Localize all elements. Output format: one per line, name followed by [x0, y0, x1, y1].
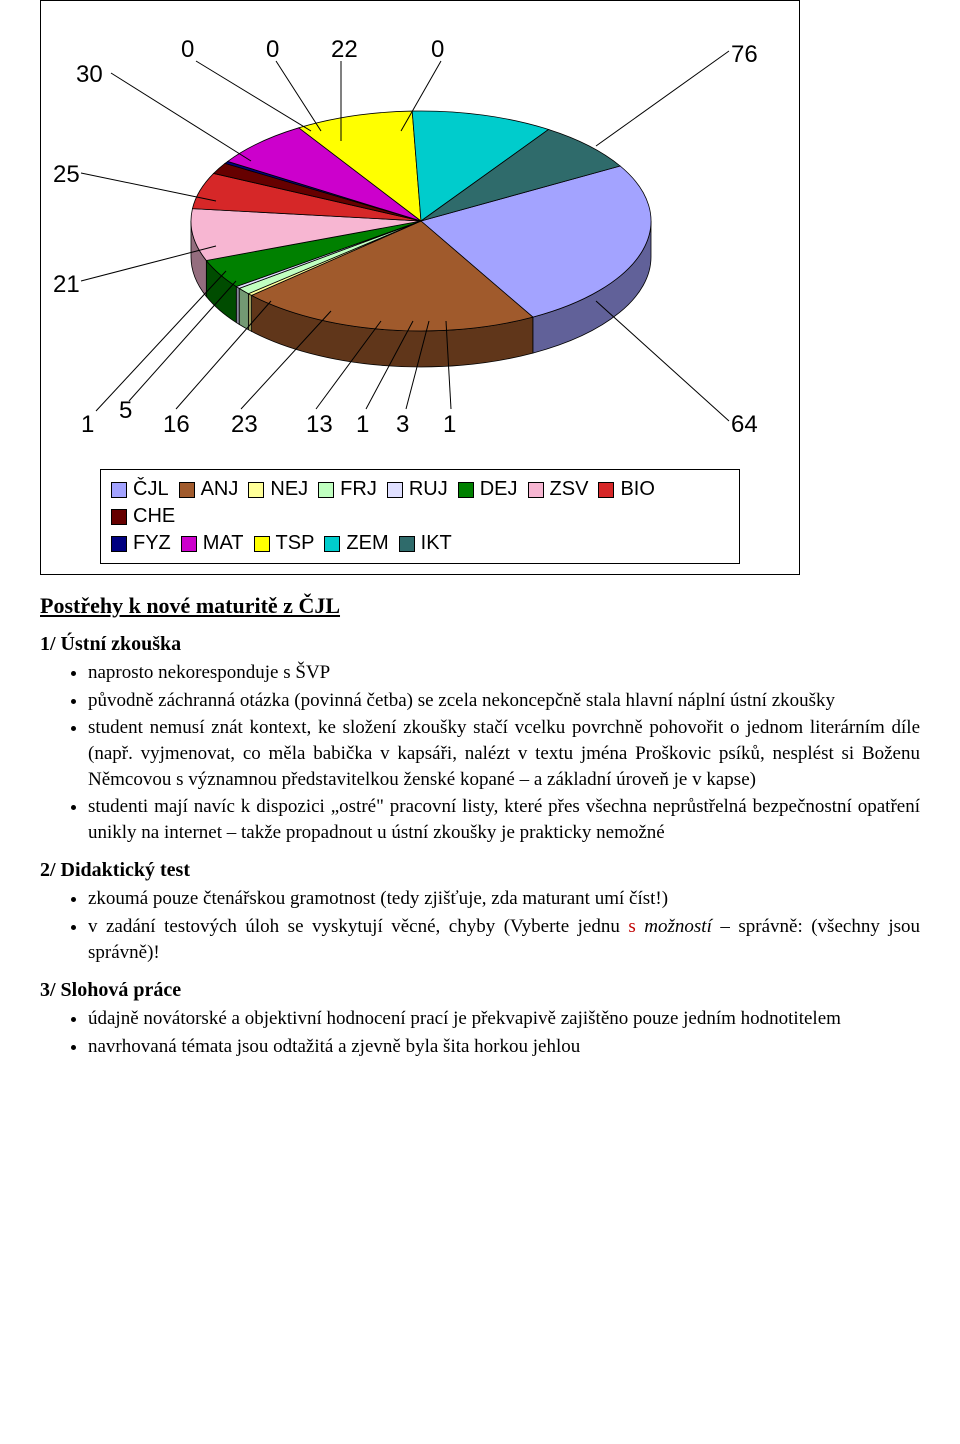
list-item: údajně novátorské a objektivní hodnocení…	[88, 1006, 920, 1032]
legend-label: TSP	[276, 532, 315, 555]
legend-label: FRJ	[340, 478, 377, 501]
value-label-CJL: 76	[731, 41, 758, 69]
legend-item-NEJ: NEJ	[248, 478, 308, 501]
legend-item-TSP: TSP	[254, 532, 315, 555]
legend-swatch	[111, 482, 127, 498]
legend-row-2: FYZ MAT TSP ZEM IKT	[111, 530, 729, 557]
legend-label: ZEM	[346, 532, 388, 555]
zero-label-0: 0	[181, 36, 194, 64]
section3-title: 3/ Slohová práce	[40, 979, 920, 1002]
list-item: původně záchranná otázka (povinná četba)…	[88, 688, 920, 714]
value-label-FRJ: 3	[396, 411, 409, 439]
pie-chart-svg	[41, 1, 801, 461]
legend-label: ZSV	[550, 478, 589, 501]
legend-swatch	[318, 482, 334, 498]
legend-swatch	[324, 536, 340, 552]
legend-item-BIO: BIO	[598, 478, 654, 501]
legend-row-1: ČJL ANJ NEJ FRJ RUJ DEJ ZSV BIO CHE	[111, 476, 729, 530]
legend-swatch	[181, 536, 197, 552]
list-item: naprosto nekoresponduje s ŠVP	[88, 660, 920, 686]
legend-item-CHE: CHE	[111, 505, 175, 528]
list-item: student nemusí znát kontext, ke složení …	[88, 715, 920, 792]
legend-item-ZEM: ZEM	[324, 532, 388, 555]
value-label-TSP: 25	[53, 161, 80, 189]
section3-list: údajně novátorské a objektivní hodnocení…	[40, 1006, 920, 1059]
section2-title: 2/ Didaktický test	[40, 859, 920, 882]
legend-label: BIO	[620, 478, 654, 501]
section2-list: zkoumá pouze čtenářskou gramotnost (tedy…	[40, 886, 920, 965]
legend-swatch	[399, 536, 415, 552]
legend-swatch	[598, 482, 614, 498]
value-label-NEJ: 1	[443, 411, 456, 439]
legend-item-DEJ: DEJ	[458, 478, 518, 501]
legend-swatch	[387, 482, 403, 498]
value-label-BIO: 16	[163, 411, 190, 439]
legend-item-CJL: ČJL	[111, 478, 169, 501]
value-label-FYZ: 1	[81, 411, 94, 439]
value-label-CHE: 5	[119, 397, 132, 425]
list-item: zkoumá pouze čtenářskou gramotnost (tedy…	[88, 886, 920, 912]
legend-swatch	[458, 482, 474, 498]
document-page: 76641311323165121253022000 ČJLANJNEJFRJR…	[0, 0, 960, 1110]
legend-item-MAT: MAT	[181, 532, 244, 555]
chart-container: 76641311323165121253022000 ČJLANJNEJFRJR…	[40, 0, 800, 575]
legend-item-FRJ: FRJ	[318, 478, 377, 501]
legend-label: RUJ	[409, 478, 448, 501]
zero-label-2: 0	[431, 36, 444, 64]
value-label-MAT: 21	[53, 271, 80, 299]
pie-chart-area: 76641311323165121253022000	[41, 1, 801, 461]
legend-label: CHE	[133, 505, 175, 528]
legend-item-IKT: IKT	[399, 532, 452, 555]
section1-list: naprosto nekoresponduje s ŠVP původně zá…	[40, 660, 920, 845]
legend-label: IKT	[421, 532, 452, 555]
chart-legend: ČJL ANJ NEJ FRJ RUJ DEJ ZSV BIO CHE FYZ MAT TSP ZEM…	[100, 469, 740, 564]
legend-item-ANJ: ANJ	[179, 478, 239, 501]
value-label-ZEM: 30	[76, 61, 103, 89]
legend-label: MAT	[203, 532, 244, 555]
legend-swatch	[528, 482, 544, 498]
legend-label: FYZ	[133, 532, 171, 555]
legend-item-FYZ: FYZ	[111, 532, 171, 555]
legend-swatch	[254, 536, 270, 552]
legend-swatch	[248, 482, 264, 498]
value-label-ANJ: 64	[731, 411, 758, 439]
legend-label: ANJ	[201, 478, 239, 501]
value-label-DEJ: 13	[306, 411, 333, 439]
list-item: navrhovaná témata jsou odtažitá a zjevně…	[88, 1034, 920, 1060]
legend-label: ČJL	[133, 478, 169, 501]
legend-swatch	[111, 536, 127, 552]
s2b-italic: možností	[644, 916, 712, 937]
s2b-pre: v zadání testových úloh se vyskytují věc…	[88, 916, 628, 937]
list-item: studenti mají navíc k dispozici „ostré" …	[88, 794, 920, 845]
legend-item-ZSV: ZSV	[528, 478, 589, 501]
page-title: Postřehy k nové maturitě z ČJL	[40, 593, 920, 619]
legend-swatch	[179, 482, 195, 498]
s2b-highlight: s	[628, 916, 644, 937]
legend-item-RUJ: RUJ	[387, 478, 448, 501]
list-item: v zadání testových úloh se vyskytují věc…	[88, 914, 920, 965]
legend-label: NEJ	[270, 478, 308, 501]
value-label-IKT: 22	[331, 36, 358, 64]
value-label-ZSV: 23	[231, 411, 258, 439]
legend-label: DEJ	[480, 478, 518, 501]
value-label-RUJ: 1	[356, 411, 369, 439]
section1-title: 1/ Ústní zkouška	[40, 633, 920, 656]
zero-label-1: 0	[266, 36, 279, 64]
legend-swatch	[111, 509, 127, 525]
